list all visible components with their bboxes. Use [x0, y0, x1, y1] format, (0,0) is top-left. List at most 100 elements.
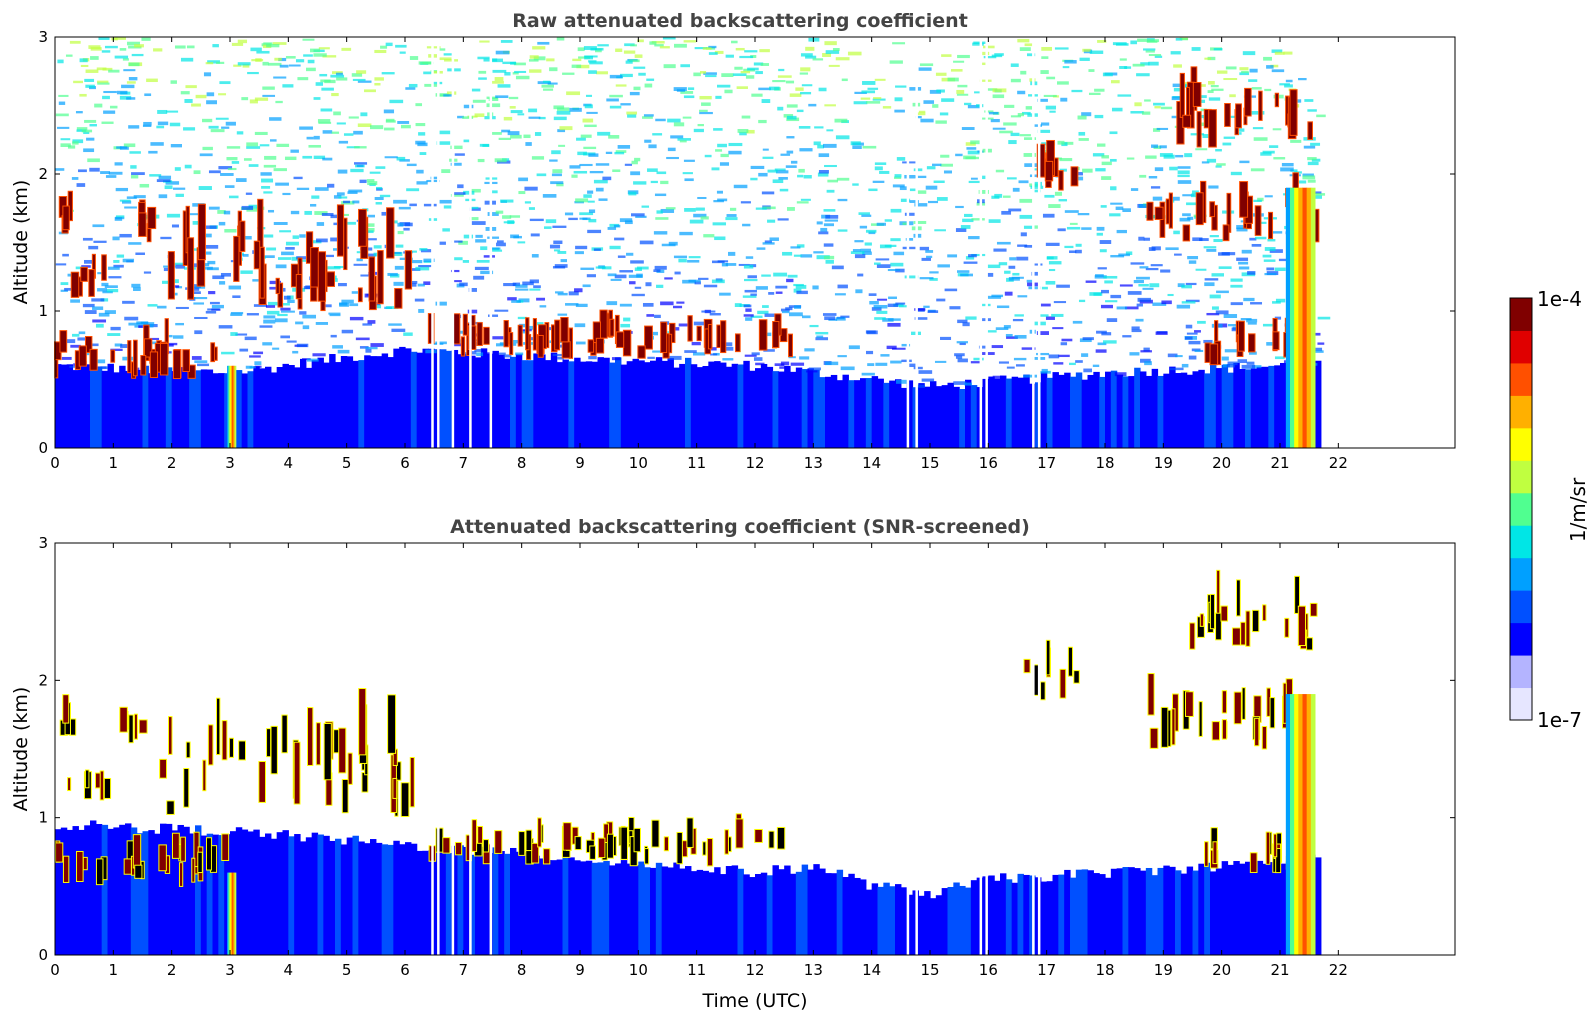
- noise-speckle: [962, 322, 970, 327]
- noise-speckle: [889, 60, 903, 64]
- noise-speckle: [374, 196, 384, 201]
- noise-speckle: [619, 270, 633, 273]
- noise-speckle: [1003, 325, 1011, 329]
- boundary-layer-column: [480, 348, 488, 448]
- noise-speckle: [247, 71, 259, 75]
- noise-speckle: [654, 193, 667, 197]
- noise-speckle: [537, 41, 550, 45]
- boundary-layer-column: [1268, 365, 1275, 448]
- noise-speckle: [1169, 367, 1184, 371]
- noise-speckle: [1264, 272, 1277, 276]
- noise-speckle: [624, 43, 635, 47]
- cloud-streak: [1250, 853, 1257, 872]
- noise-speckle: [1150, 186, 1161, 189]
- data-gap: [1037, 37, 1041, 448]
- noise-speckle: [1264, 247, 1276, 251]
- noise-speckle: [1082, 48, 1091, 52]
- noise-speckle: [365, 346, 378, 350]
- boundary-layer-column: [1221, 364, 1229, 448]
- boundary-layer-column: [848, 380, 855, 448]
- noise-speckle: [1311, 158, 1321, 162]
- boundary-layer-column: [1262, 366, 1269, 448]
- noise-speckle: [249, 366, 256, 369]
- cloud-streak: [339, 728, 346, 773]
- raw-heatmap-area: [54, 37, 1331, 448]
- cloud-streak: [296, 274, 302, 299]
- cloud-streak: [186, 206, 189, 253]
- noise-speckle: [403, 227, 410, 231]
- cloud-streak: [63, 206, 69, 230]
- noise-speckle: [469, 217, 479, 221]
- boundary-layer-column: [510, 847, 517, 955]
- cloud-streak: [1290, 90, 1297, 135]
- boundary-layer-column: [731, 363, 739, 448]
- boundary-layer-column: [655, 862, 663, 955]
- boundary-layer-column: [825, 873, 832, 955]
- noise-speckle: [503, 354, 512, 358]
- noise-speckle: [130, 175, 139, 179]
- cloud-streak: [260, 247, 264, 298]
- noise-speckle: [376, 186, 383, 190]
- noise-speckle: [775, 291, 783, 294]
- noise-speckle: [574, 323, 586, 328]
- noise-speckle: [1187, 216, 1194, 220]
- noise-speckle: [768, 292, 775, 295]
- noise-speckle: [269, 286, 280, 290]
- noise-speckle: [165, 181, 180, 185]
- noise-speckle: [61, 356, 72, 360]
- boundary-layer-column: [994, 378, 1001, 448]
- boundary-layer-column: [1245, 861, 1252, 955]
- cloud-streak: [168, 252, 174, 299]
- noise-speckle: [659, 46, 670, 49]
- noise-speckle: [350, 168, 364, 173]
- noise-speckle: [274, 318, 288, 323]
- noise-speckle: [1250, 168, 1265, 172]
- noise-speckle: [67, 145, 76, 149]
- noise-speckle: [1148, 61, 1159, 66]
- noise-speckle: [1054, 47, 1069, 50]
- noise-speckle: [573, 170, 588, 174]
- noise-speckle: [191, 287, 200, 291]
- noise-speckle: [1044, 194, 1055, 198]
- noise-speckle: [490, 132, 502, 135]
- noise-speckle: [631, 293, 645, 297]
- noise-speckle: [490, 247, 501, 250]
- noise-speckle: [264, 155, 277, 160]
- noise-speckle: [172, 285, 180, 288]
- noise-speckle: [524, 201, 531, 204]
- noise-speckle: [1110, 294, 1122, 299]
- noise-speckle: [391, 328, 406, 332]
- cloud-streak: [1210, 594, 1215, 629]
- noise-speckle: [1194, 349, 1204, 353]
- boundary-layer-column: [1175, 870, 1182, 955]
- colorbar-swatch: [1510, 492, 1532, 526]
- noise-speckle: [212, 275, 225, 280]
- noise-speckle: [813, 141, 821, 146]
- cloud-streak: [687, 818, 693, 847]
- noise-speckle: [1278, 258, 1292, 262]
- noise-speckle: [677, 138, 691, 141]
- noise-speckle: [476, 352, 484, 357]
- noise-speckle: [968, 254, 977, 258]
- noise-speckle: [788, 312, 803, 317]
- noise-speckle: [1236, 225, 1248, 230]
- noise-speckle: [995, 327, 1009, 331]
- boundary-layer-column: [323, 835, 330, 955]
- boundary-layer-column: [375, 356, 383, 448]
- noise-speckle: [580, 267, 595, 270]
- cloud-streak: [321, 297, 325, 311]
- noise-speckle: [76, 183, 86, 187]
- noise-speckle: [123, 69, 136, 72]
- noise-speckle: [593, 179, 608, 184]
- cloud-streak: [1186, 692, 1193, 716]
- noise-speckle: [896, 157, 906, 161]
- noise-speckle: [1116, 306, 1127, 310]
- noise-speckle: [435, 341, 447, 345]
- boundary-layer-column: [568, 857, 575, 955]
- noise-speckle: [245, 365, 253, 369]
- boundary-layer-column: [1023, 874, 1030, 955]
- noise-speckle: [789, 93, 802, 97]
- noise-speckle: [782, 310, 790, 314]
- noise-speckle: [775, 170, 789, 174]
- noise-speckle: [95, 323, 104, 328]
